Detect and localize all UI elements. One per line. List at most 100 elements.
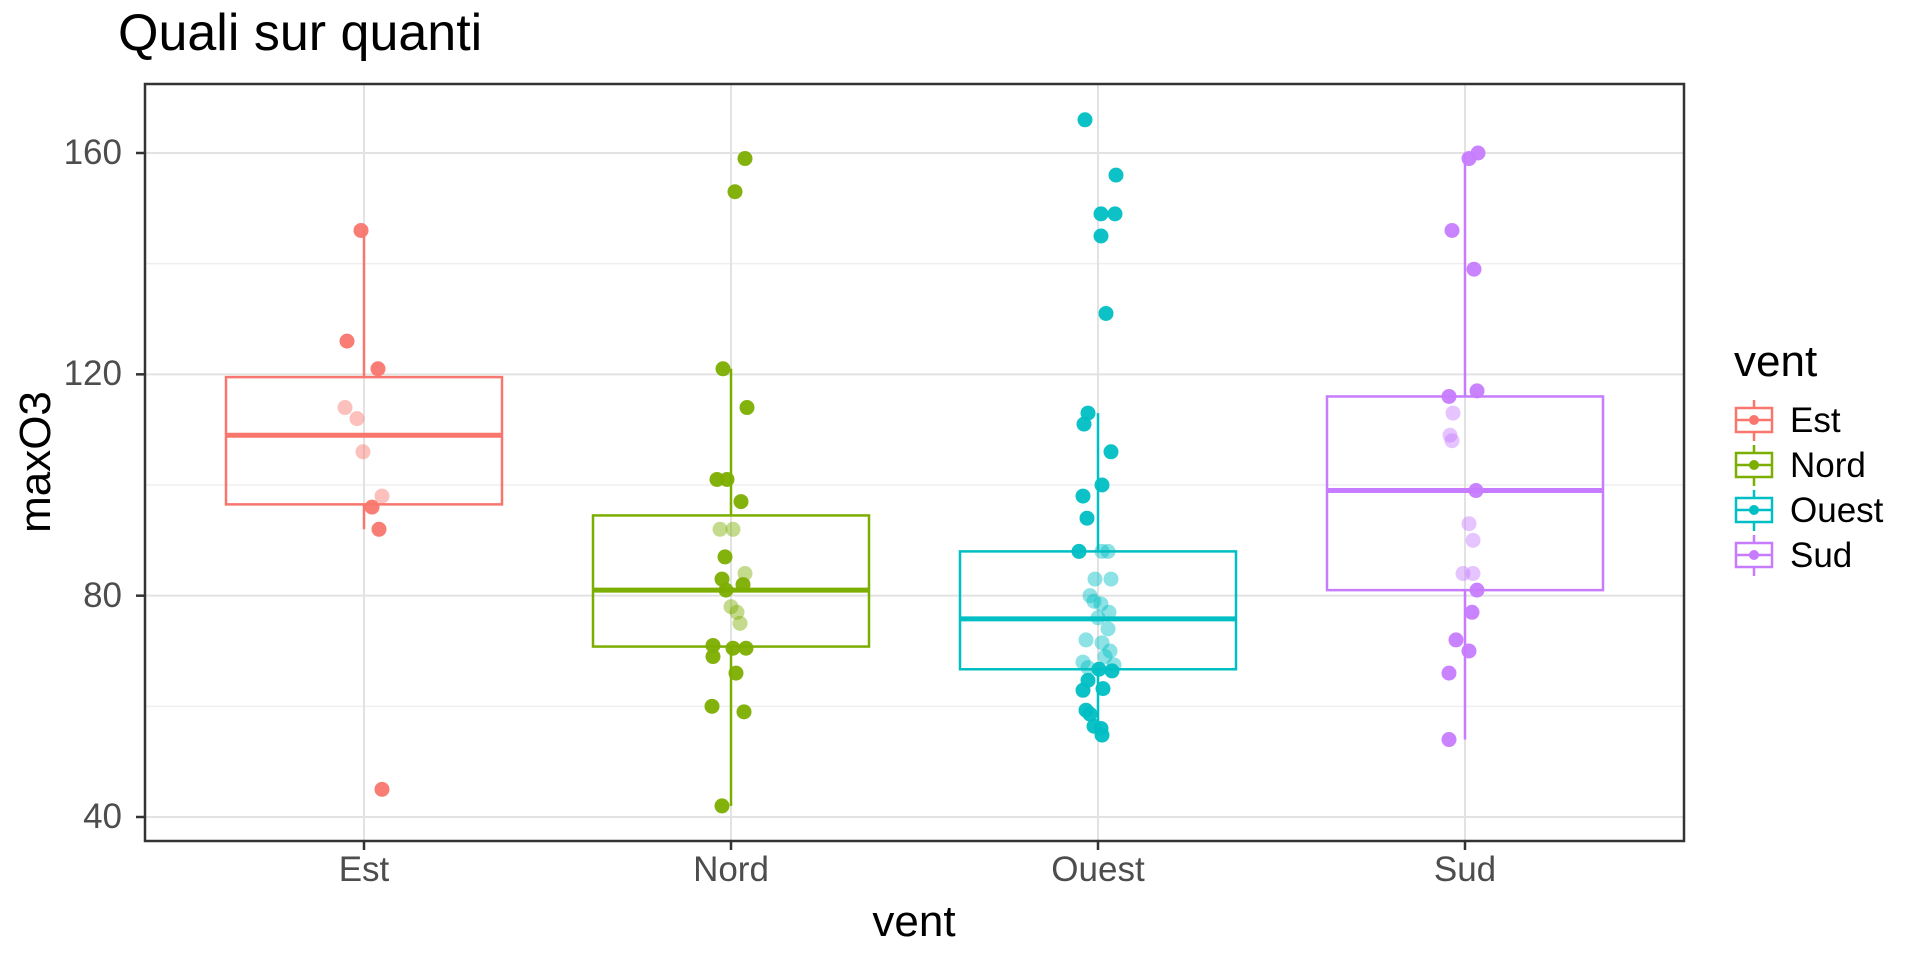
jitter-point-nord <box>727 184 743 200</box>
jitter-point-sud <box>1461 151 1477 167</box>
legend-key-boxplot-icon <box>1734 490 1774 531</box>
x-tick-label-sud: Sud <box>1433 850 1497 889</box>
jitter-point-est <box>371 521 387 537</box>
jitter-point-nord <box>725 640 741 656</box>
jitter-point-sud <box>1442 427 1458 443</box>
jitter-point-ouest <box>1076 416 1092 432</box>
legend-key-part <box>1749 550 1759 560</box>
jitter-point-ouest <box>1094 543 1110 559</box>
jitter-point-nord <box>712 521 728 537</box>
jitter-point-sud <box>1461 516 1477 532</box>
jitter-point-sud <box>1465 566 1481 582</box>
y-tick-label: 40 <box>83 796 122 836</box>
y-tick-label: 120 <box>63 354 122 394</box>
legend-key-part <box>1749 460 1759 470</box>
jitter-point-ouest <box>1080 660 1096 676</box>
x-tick-label-est: Est <box>338 850 390 889</box>
box-est <box>224 375 504 506</box>
jitter-point-ouest <box>1087 571 1103 587</box>
jitter-point-nord <box>728 665 744 681</box>
y-axis-title: maxO3 <box>11 391 60 533</box>
jitter-point-sud <box>1441 732 1457 748</box>
jitter-point-nord <box>737 151 753 167</box>
legend-item-est: Est <box>1732 398 1883 443</box>
jitter-point-est <box>374 488 390 504</box>
jitter-point-sud <box>1444 433 1460 449</box>
jitter-point-ouest <box>1108 167 1124 183</box>
jitter-point-ouest <box>1094 727 1110 743</box>
jitter-point-ouest <box>1093 596 1109 612</box>
jitter-point-ouest <box>1094 477 1110 493</box>
legend-key-part <box>1749 505 1759 515</box>
jitter-point-ouest <box>1082 588 1098 604</box>
jitter-point-ouest <box>1100 543 1116 559</box>
jitter-point-nord <box>736 704 752 720</box>
jitter-point-nord <box>725 521 741 537</box>
jitter-point-nord <box>704 698 720 714</box>
x-tick-label-nord: Nord <box>693 850 769 889</box>
jitter-point-sud <box>1441 665 1457 681</box>
jitter-point-ouest <box>1098 305 1114 321</box>
jitter-point-sud <box>1444 222 1460 238</box>
jitter-point-ouest <box>1104 663 1120 679</box>
jitter-point-nord <box>718 582 734 598</box>
jitter-point-ouest <box>1093 206 1109 222</box>
jitter-point-ouest <box>1071 543 1087 559</box>
jitter-point-ouest <box>1090 610 1106 626</box>
jitter-point-nord <box>735 577 751 593</box>
legend-item-label: Sud <box>1790 536 1853 575</box>
jitter-point-ouest <box>1079 510 1095 526</box>
jitter-point-est <box>339 333 355 349</box>
jitter-point-ouest <box>1075 654 1091 670</box>
jitter-point-ouest <box>1093 228 1109 244</box>
jitter-point-est <box>337 400 353 416</box>
jitter-point-nord <box>717 549 733 565</box>
jitter-point-sud <box>1465 532 1481 548</box>
jitter-point-est <box>370 361 386 377</box>
jitter-point-ouest <box>1091 661 1107 677</box>
jitter-point-nord <box>739 400 755 416</box>
jitter-point-ouest <box>1075 488 1091 504</box>
jitter-point-ouest <box>1102 643 1118 659</box>
jitter-point-nord <box>737 566 753 582</box>
jitter-point-nord <box>729 604 745 620</box>
jitter-point-sud <box>1464 604 1480 620</box>
jitter-point-ouest <box>1082 706 1098 722</box>
x-tick-label-ouest: Ouest <box>1051 850 1145 889</box>
y-tick-label: 80 <box>83 575 122 615</box>
jitter-point-sud <box>1461 643 1477 659</box>
legend-key-boxplot-icon <box>1734 445 1774 486</box>
legend-key-part <box>1749 415 1759 425</box>
legend-items: Est Nord Ouest Sud <box>1732 398 1883 578</box>
jitter-point-sud <box>1466 261 1482 277</box>
jitter-point-est <box>349 411 365 427</box>
jitter-point-nord <box>733 494 749 510</box>
jitter-point-sud <box>1448 632 1464 648</box>
jitter-point-ouest <box>1078 632 1094 648</box>
jitter-point-ouest <box>1100 621 1116 637</box>
jitter-point-nord <box>732 615 748 631</box>
jitter-point-sud <box>1445 405 1461 421</box>
jitter-point-nord <box>738 640 754 656</box>
jitter-point-sud <box>1469 582 1485 598</box>
jitter-point-est <box>353 222 369 238</box>
jitter-point-nord <box>723 599 739 615</box>
legend-key-boxplot-icon <box>1734 535 1774 576</box>
box-sud <box>1325 395 1605 592</box>
jitter-point-sud <box>1441 388 1457 404</box>
jitter-point-est <box>374 781 390 797</box>
legend-item-sud: Sud <box>1732 533 1883 578</box>
jitter-point-sud <box>1455 566 1471 582</box>
jitter-point-nord <box>719 471 735 487</box>
legend-item-label: Ouest <box>1790 491 1884 530</box>
jitter-point-nord <box>705 649 721 665</box>
jitter-point-ouest <box>1086 593 1102 609</box>
jitter-point-nord <box>705 637 721 653</box>
legend-key-boxplot-icon <box>1734 400 1774 441</box>
jitter-point-ouest <box>1075 682 1091 698</box>
legend-title: vent <box>1734 337 1818 386</box>
jitter-point-ouest <box>1101 604 1117 620</box>
legend-item-nord: Nord <box>1732 443 1883 488</box>
